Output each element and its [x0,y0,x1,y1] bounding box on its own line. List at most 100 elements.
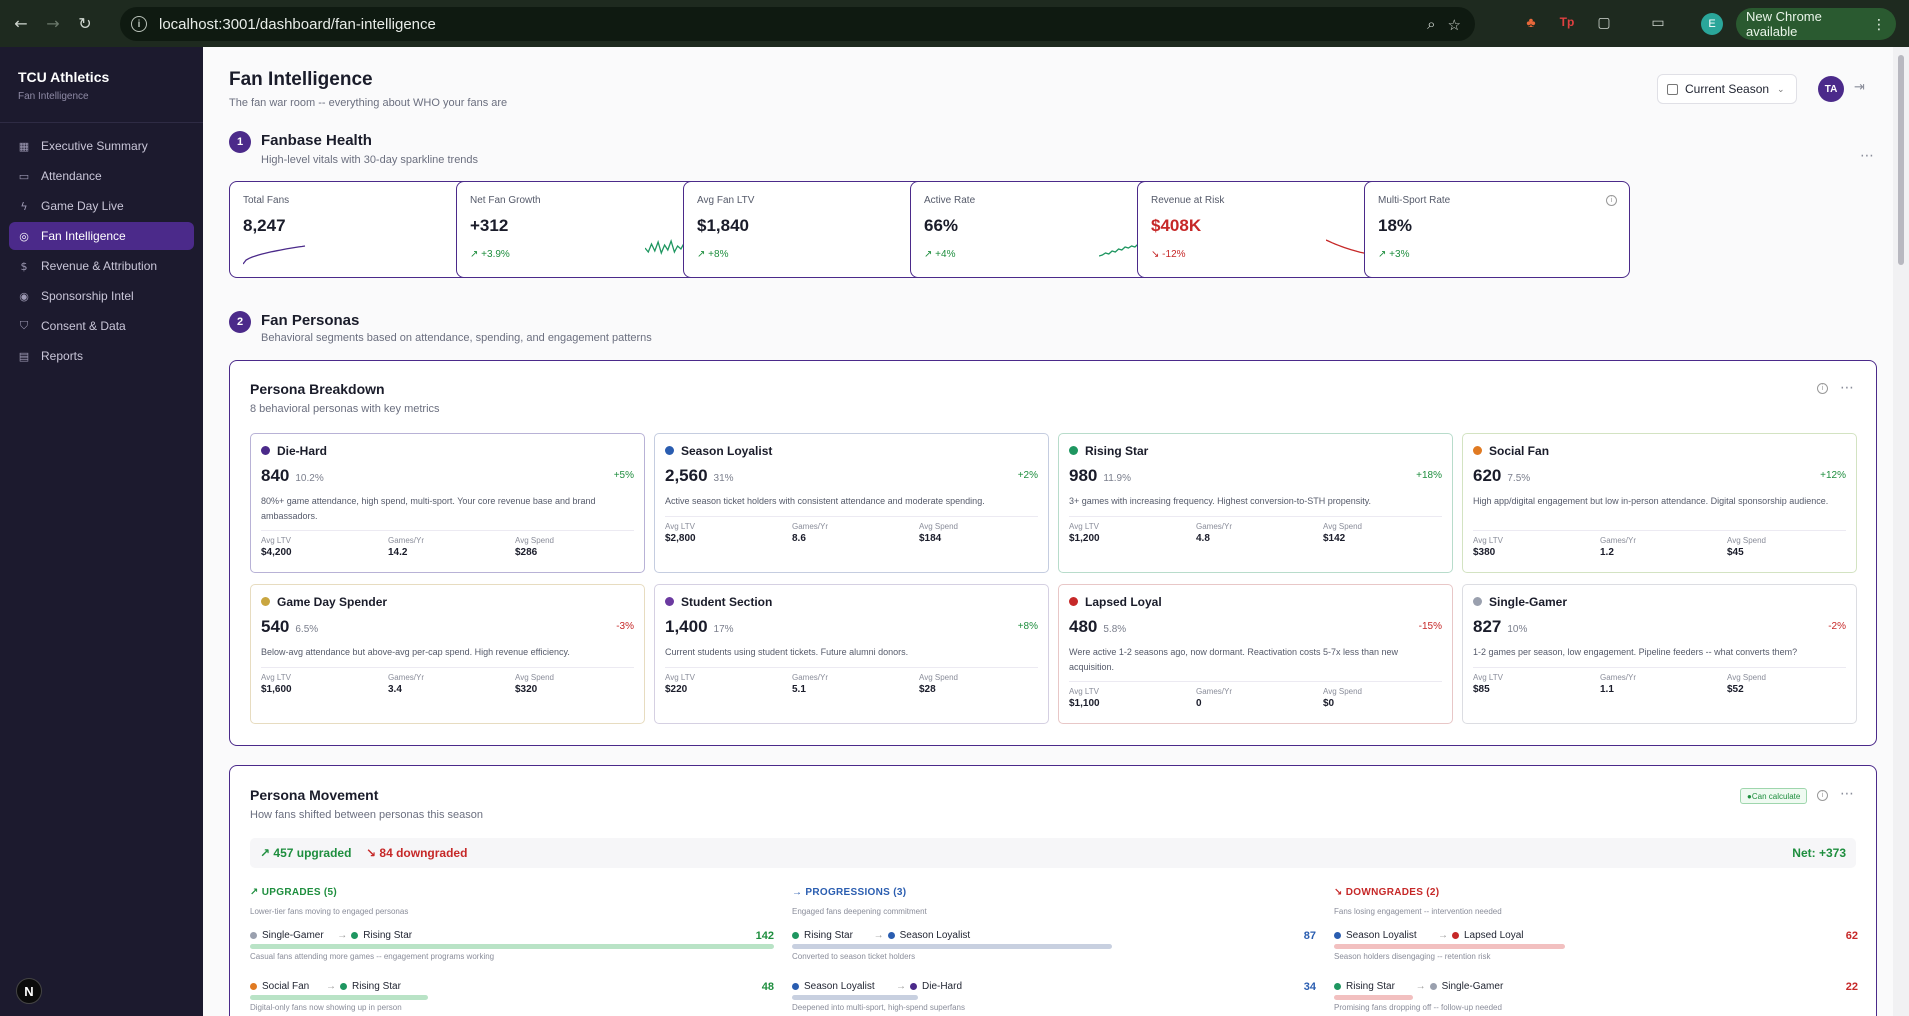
movement-row[interactable]: Season Loyalist → Lapsed Loyal 62 Season hol… [1334,930,1858,976]
extension-icon[interactable]: ♣ [1526,14,1536,30]
sparkline-path [243,245,306,265]
arrow-right-icon: → [873,930,884,941]
movement-row[interactable]: Season Loyalist → Die-Hard 34 Deepened into … [792,981,1316,1016]
direction-icon: ↗ [250,887,262,898]
sidebar-item-executive-summary[interactable]: ▦ Executive Summary [9,132,194,160]
persona-description: 80%+ game attendance, high spend, multi-… [261,496,596,521]
kpi-value: $1,840 [697,216,749,235]
sidebar-item-consent-data[interactable]: ⛉ Consent & Data [9,312,194,340]
kebab-menu-icon[interactable]: ⋮ [1872,15,1886,32]
site-info-icon[interactable]: i [131,16,147,32]
kpi-card[interactable]: Active Ratei66%↗ +4% [910,181,1176,278]
sidebar: TCU Athletics Fan Intelligence ▦ Executiv… [0,47,203,1016]
puzzle-icon[interactable]: ▢ [1597,13,1611,30]
kpi-change: ↗ +4% [924,249,955,260]
sidebar-item-sponsorship-intel[interactable]: ◉ Sponsorship Intel [9,282,194,310]
to-persona: Rising Star [351,930,412,941]
browser-toolbar: ← → ↻ i localhost:3001/dashboard/fan-int… [0,0,1909,47]
info-icon[interactable]: i [1606,195,1617,206]
zoom-icon[interactable]: ⌕ [1427,16,1436,33]
movement-row[interactable]: Social Fan → Rising Star 48 Digital-only fan… [250,981,774,1016]
reload-icon[interactable]: ↻ [78,14,92,33]
sidebar-item-game-day-live[interactable]: ϟ Game Day Live [9,192,194,220]
user-avatar[interactable]: TA [1818,76,1844,102]
sidebar-item-attendance[interactable]: ▭ Attendance [9,162,194,190]
persona-count-row: 840 10.2% [261,466,324,486]
brand-name: TCU Athletics [18,69,110,85]
persona-color-dot [1069,446,1078,455]
extension-tp-icon[interactable]: Tp [1559,15,1575,29]
from-persona-label: Rising Star [804,930,853,941]
downgraded-count: ↘ 84 downgraded [366,846,468,860]
more-options-icon[interactable]: ⋯ [1840,785,1855,801]
info-icon[interactable]: i [1817,790,1828,801]
persona-count-row: 480 5.8% [1069,617,1126,637]
persona-description: Below-avg attendance but above-avg per-c… [261,647,570,657]
persona-card[interactable]: Social Fan 620 7.5% +12% High app/digital en… [1462,433,1857,573]
sidebar-item-revenue-attribution[interactable]: $ Revenue & Attribution [9,252,194,280]
metric-value: 3.4 [388,684,402,695]
back-icon[interactable]: ← [14,14,28,33]
movement-row[interactable]: Rising Star → Single-Gamer 22 Promising fans… [1334,981,1858,1016]
metric-value: $380 [1473,547,1496,558]
movement-column-title: ↘ DOWNGRADES (2) [1334,887,1439,898]
kpi-card[interactable]: Avg Fan LTVi$1,840↗ +8% [683,181,949,278]
divider [1473,530,1846,531]
kpi-card[interactable]: Revenue at Riski$408K↘ -12% [1137,181,1403,278]
forward-icon[interactable]: → [46,14,60,33]
movement-count: 22 [1845,981,1858,993]
metric-label: Avg LTV [261,673,291,682]
persona-card[interactable]: Lapsed Loyal 480 5.8% -15% Were active 1-2 s… [1058,584,1453,724]
movement-row[interactable]: Single-Gamer → Rising Star 142 Casual fans a… [250,930,774,976]
metric-label: Avg LTV [1473,536,1503,545]
kpi-change: ↘ -12% [1151,249,1186,260]
logout-icon[interactable]: ⇥ [1854,79,1865,94]
persona-card[interactable]: Single-Gamer 827 10% -2% 1-2 games per seaso… [1462,584,1857,724]
more-options-icon[interactable]: ⋯ [1860,147,1875,163]
season-select[interactable]: Current Season ⌄ [1657,74,1797,104]
metric-value: 5.1 [792,684,806,695]
sidebar-item-reports[interactable]: ▤ Reports [9,342,194,370]
kpi-card[interactable]: Total Fansi8,247 [229,181,495,278]
net-movement: Net: +373 [1792,846,1846,860]
metric-value: $52 [1727,684,1744,695]
persona-percent: 17% [713,624,734,635]
more-options-icon[interactable]: ⋯ [1840,379,1855,395]
sidebar-item-fan-intelligence[interactable]: ◎ Fan Intelligence [9,222,194,250]
movement-note: Converted to season ticket holders [792,952,916,961]
sidebar-item-label: Attendance [41,169,102,183]
address-bar[interactable]: i localhost:3001/dashboard/fan-intellige… [120,7,1475,41]
persona-percent: 5.8% [1103,624,1127,635]
persona-color-dot [340,983,347,990]
sidebar-item-label: Consent & Data [41,319,126,333]
kpi-label: Total Fans [243,195,290,206]
metric-label: Games/Yr [1600,536,1637,545]
metric-label: Games/Yr [388,673,425,682]
scrollbar-thumb[interactable] [1898,55,1904,265]
persona-card[interactable]: Season Loyalist 2,560 31% +2% Active season … [654,433,1049,573]
upgraded-label: 457 upgraded [273,846,352,860]
kpi-card[interactable]: Multi-Sport Rate i 18% ↗ +3% [1364,181,1630,278]
persona-card[interactable]: Rising Star 980 11.9% +18% 3+ games with inc… [1058,433,1453,573]
next-badge[interactable]: N [16,978,42,1004]
persona-card[interactable]: Die-Hard 840 10.2% +5% 80%+ game attendance,… [250,433,645,573]
scrollbar[interactable] [1893,47,1909,1016]
url-text[interactable]: localhost:3001/dashboard/fan-intelligenc… [159,15,436,33]
bookmark-star-icon[interactable]: ☆ [1447,17,1461,34]
divider [261,667,634,668]
metric-label: Games/Yr [388,536,425,545]
persona-count: 980 [1069,466,1098,485]
metric-value: $220 [665,684,688,695]
info-icon[interactable]: i [1817,383,1828,394]
profile-avatar[interactable]: E [1701,13,1723,35]
persona-card[interactable]: Student Section 1,400 17% +8% Current studen… [654,584,1049,724]
persona-description: 3+ games with increasing frequency. High… [1069,496,1372,506]
movement-row[interactable]: Rising Star → Season Loyalist 87 Converted t… [792,930,1316,976]
direction-icon: ↘ [1334,887,1346,898]
persona-card[interactable]: Game Day Spender 540 6.5% -3% Below-avg atte… [250,584,645,724]
new-chrome-button[interactable]: New Chrome available ⋮ [1736,8,1896,40]
tab-search-icon[interactable]: ▭ [1651,13,1665,30]
persona-color-dot [250,983,257,990]
persona-count-row: 980 11.9% [1069,466,1131,486]
persona-count-row: 620 7.5% [1473,466,1530,486]
